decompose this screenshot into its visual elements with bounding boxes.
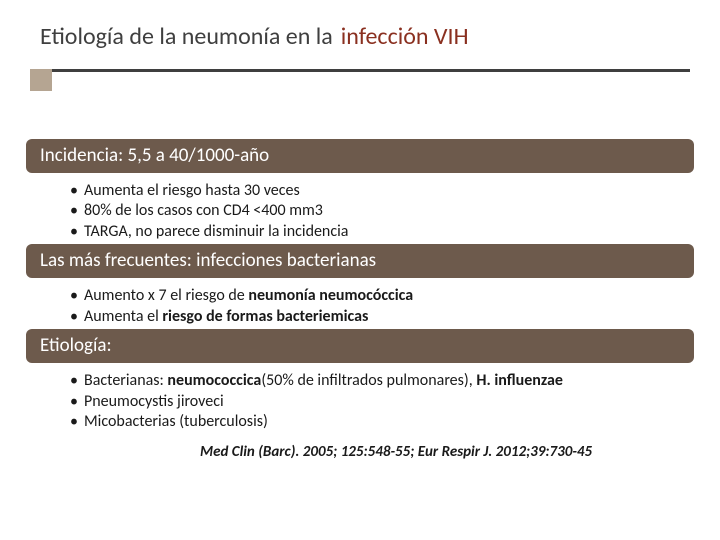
bullet-text: Micobacterias (tuberculosis) — [84, 412, 268, 431]
accent-square — [30, 69, 52, 91]
list-item: Aumento x 7 el riesgo de neumonía neumoc… — [70, 286, 690, 306]
slide-title: Etiología de la neumonía en la infección… — [30, 22, 690, 51]
bullet-text-pre: Bacterianas: — [84, 371, 167, 390]
section-header-incidence: Incidencia: 5,5 a 40/1000-año — [26, 139, 694, 173]
slide: Etiología de la neumonía en la infección… — [0, 0, 720, 540]
bullet-text-pre: Aumento x 7 el riesgo de — [84, 286, 248, 305]
bullet-text-pre: Aumenta el — [84, 307, 162, 326]
bullet-text-bold2: H. influenzae — [476, 371, 563, 390]
bullet-text-bold: riesgo de formas bacteriemicas — [162, 307, 368, 326]
content-area: Incidencia: 5,5 a 40/1000-año Aumenta el… — [30, 139, 690, 461]
list-item: Aumenta el riesgo de formas bacteriemica… — [70, 307, 690, 327]
bullet-list: Aumento x 7 el riesgo de neumonía neumoc… — [30, 278, 690, 329]
list-item: Pneumocystis jiroveci — [70, 392, 690, 412]
bullet-list: Bacterianas: neumococcica(50% de infiltr… — [30, 363, 690, 440]
bullet-text-bold: neumococcica — [167, 371, 261, 390]
title-underline — [30, 69, 690, 91]
bullet-text-bold: neumonía neumocóccica — [248, 286, 413, 305]
list-item: Bacterianas: neumococcica(50% de infiltr… — [70, 371, 690, 391]
section-header-etiology: Etiología: — [26, 329, 694, 363]
citation: Med Clin (Barc). 2005; 125:548-55; Eur R… — [30, 443, 690, 461]
bullet-text: Pneumocystis jiroveci — [84, 392, 224, 411]
bullet-text: TARGA, no parece disminuir la incidencia — [84, 222, 348, 241]
title-accent: infección VIH — [341, 22, 469, 51]
bullet-list: Aumenta el riesgo hasta 30 veces 80% de … — [30, 173, 690, 244]
list-item: TARGA, no parece disminuir la incidencia — [70, 222, 690, 242]
bullet-text: Aumenta el riesgo hasta 30 veces — [84, 181, 300, 200]
list-item: Aumenta el riesgo hasta 30 veces — [70, 181, 690, 201]
list-item: 80% de los casos con CD4 <400 mm3 — [70, 201, 690, 221]
list-item: Micobacterias (tuberculosis) — [70, 412, 690, 432]
underline-bar — [52, 69, 690, 72]
bullet-text: 80% de los casos con CD4 <400 mm3 — [84, 201, 323, 220]
title-main: Etiología de la neumonía en la — [40, 22, 333, 51]
section-header-frequent: Las más frecuentes: infecciones bacteria… — [26, 244, 694, 278]
bullet-text-mid: (50% de infiltrados pulmonares), — [261, 371, 476, 390]
